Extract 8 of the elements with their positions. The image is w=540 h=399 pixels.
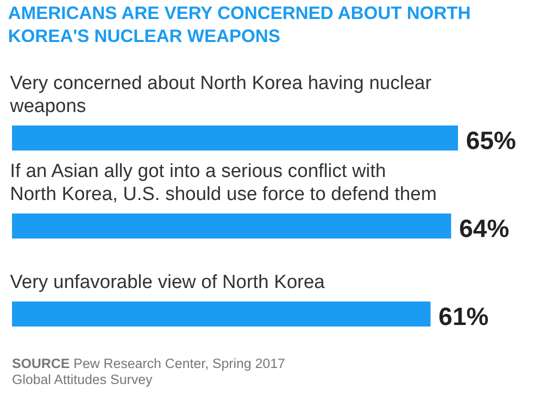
y-tick-label: Very unfavorable view of North Korea	[10, 272, 326, 293]
data-label: 65%	[466, 127, 516, 155]
data-label: 64%	[459, 215, 510, 243]
chart-title: AMERICANS ARE VERY CONCERNED ABOUT NORTH KOREA'S NUCLEAR WEAPONS	[8, 3, 471, 46]
source-note: SOURCE Pew Research Center, Spring 2017 Global Attitudes Survey	[12, 356, 286, 388]
y-tick-label: If an Asian ally got into a serious conflict with North Korea, U.S. should use force to defend them	[10, 161, 437, 205]
y-tick-label: Very concerned about North Korea having nuclear weapons	[9, 73, 432, 117]
data-label: 61%	[438, 303, 489, 331]
